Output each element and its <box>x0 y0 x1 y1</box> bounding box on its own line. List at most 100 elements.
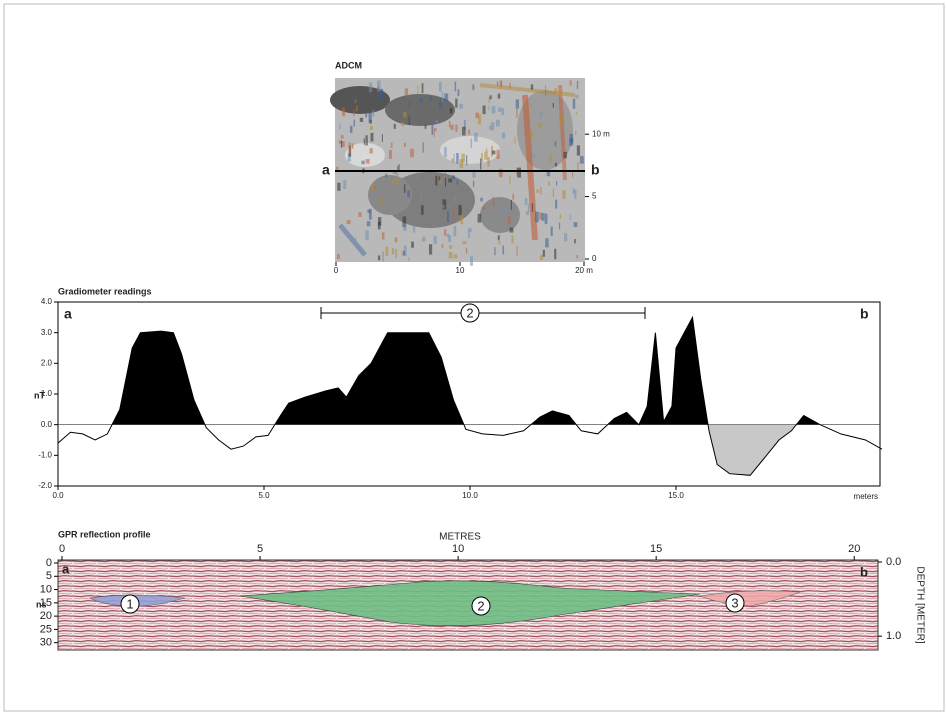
texture <box>535 212 539 223</box>
texture <box>554 249 556 260</box>
texture <box>576 112 577 115</box>
texture <box>454 254 458 258</box>
texture <box>488 98 489 103</box>
texture <box>516 109 517 119</box>
texture <box>472 172 475 178</box>
texture <box>425 125 427 129</box>
texture <box>369 112 372 122</box>
texture <box>492 151 496 155</box>
texture <box>337 183 340 191</box>
y2-tick-label: 1.0 <box>886 630 901 642</box>
texture <box>369 209 372 220</box>
texture <box>577 81 578 89</box>
texture <box>435 176 437 186</box>
texture <box>555 200 557 209</box>
y-tick-label: 10 <box>40 583 52 595</box>
section-label: a <box>322 162 330 178</box>
texture <box>352 143 354 148</box>
texture <box>450 108 452 113</box>
texture <box>509 83 510 89</box>
texture <box>434 131 435 138</box>
gpr-title: GPR reflection profile <box>58 529 151 539</box>
texture <box>486 148 487 152</box>
texture <box>373 110 375 117</box>
texture <box>554 88 557 93</box>
texture <box>549 154 551 163</box>
y-tick-label: 0 <box>592 254 597 263</box>
texture <box>378 217 381 226</box>
texture <box>439 100 442 108</box>
x-axis-label: meters <box>854 492 878 501</box>
texture <box>562 190 565 199</box>
texture <box>403 223 406 230</box>
texture <box>395 249 397 258</box>
texture <box>454 226 457 236</box>
texture <box>545 238 548 247</box>
texture <box>503 209 507 215</box>
texture <box>366 159 370 164</box>
anomaly-label: 1 <box>126 596 133 611</box>
texture <box>492 106 496 113</box>
texture <box>575 131 576 135</box>
texture <box>536 189 539 192</box>
texture <box>444 147 447 157</box>
y-tick-label: 3.0 <box>41 328 53 337</box>
texture <box>448 178 452 182</box>
texture <box>342 107 345 116</box>
texture <box>447 212 449 222</box>
adcm-title: ADCM <box>335 60 362 70</box>
texture <box>392 181 395 185</box>
texture <box>491 122 494 130</box>
texture <box>442 244 444 248</box>
texture <box>509 175 510 184</box>
texture <box>421 205 424 215</box>
y-tick-label: 5 <box>592 192 597 201</box>
section-label: b <box>591 162 600 178</box>
texture <box>370 126 373 130</box>
texture <box>551 227 553 236</box>
x-tick-label: 10 <box>456 266 465 275</box>
texture <box>453 197 456 201</box>
texture <box>577 145 580 155</box>
texture <box>570 215 571 221</box>
texture <box>555 141 557 146</box>
texture <box>365 230 368 239</box>
texture <box>360 118 363 122</box>
texture <box>541 213 544 221</box>
texture <box>490 95 492 99</box>
y-tick-label: 0.0 <box>41 420 53 429</box>
texture <box>361 161 364 165</box>
texture <box>385 247 388 256</box>
texture <box>374 186 375 190</box>
texture <box>341 141 342 148</box>
texture <box>574 222 578 227</box>
texture <box>471 139 472 148</box>
y2-tick-label: 0.0 <box>886 556 901 568</box>
texture <box>483 106 486 115</box>
texture <box>389 150 392 159</box>
texture <box>574 190 576 199</box>
texture <box>441 205 444 209</box>
y-tick-label: 10 m <box>592 129 610 138</box>
texture <box>575 95 578 99</box>
texture <box>572 172 573 178</box>
texture <box>480 159 481 170</box>
texture <box>395 177 398 184</box>
texture <box>526 211 529 215</box>
texture <box>422 237 425 242</box>
texture <box>411 242 414 248</box>
texture <box>369 148 372 153</box>
texture <box>342 141 345 147</box>
texture <box>525 198 527 205</box>
texture <box>355 237 356 241</box>
texture <box>369 82 372 92</box>
texture <box>404 143 406 147</box>
texture <box>474 133 477 142</box>
texture <box>540 112 542 118</box>
texture <box>503 245 505 254</box>
texture <box>539 212 542 219</box>
x-tick-label: 15 <box>650 543 662 555</box>
texture <box>377 81 381 92</box>
texture <box>556 181 557 185</box>
texture <box>382 232 385 239</box>
